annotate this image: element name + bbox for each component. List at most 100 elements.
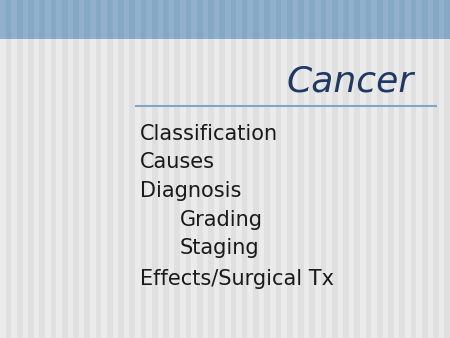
Bar [388, 0, 394, 39]
Bar [242, 0, 248, 338]
Bar [416, 0, 422, 39]
Bar [349, 0, 355, 39]
Bar [236, 0, 242, 338]
Bar [101, 0, 107, 338]
Bar [275, 0, 281, 39]
Bar [73, 0, 79, 39]
Bar [197, 0, 202, 338]
Text: Cancer: Cancer [287, 64, 414, 98]
Bar [62, 0, 68, 338]
Bar [365, 0, 371, 338]
Bar [180, 0, 185, 39]
Bar [175, 0, 180, 39]
Bar [140, 0, 146, 338]
Bar [56, 0, 62, 338]
Bar [292, 0, 298, 39]
Bar [202, 0, 208, 39]
Bar [433, 0, 439, 39]
Bar [101, 0, 107, 39]
Bar [124, 0, 130, 338]
Bar [124, 0, 130, 39]
Bar [405, 0, 410, 338]
Bar [394, 0, 400, 338]
Bar [292, 0, 298, 338]
Bar [360, 0, 365, 39]
Bar [365, 0, 371, 39]
Text: Staging: Staging [180, 238, 260, 259]
Bar [225, 0, 230, 39]
Bar [265, 0, 270, 338]
Bar [118, 0, 124, 338]
Bar [5, 0, 11, 39]
Bar [326, 0, 332, 39]
Bar [22, 0, 28, 338]
Bar [236, 0, 242, 39]
Bar [68, 0, 73, 39]
Bar [428, 0, 433, 39]
Bar [50, 0, 56, 338]
Bar [146, 0, 152, 39]
Bar [253, 0, 259, 39]
Bar [433, 0, 439, 338]
Bar [34, 0, 40, 338]
Bar [96, 0, 101, 338]
Bar [422, 0, 427, 39]
Bar [90, 0, 95, 39]
Bar [310, 0, 315, 338]
Bar [197, 0, 202, 39]
Bar [0, 0, 5, 338]
Bar [355, 0, 360, 338]
Bar [281, 0, 287, 39]
Bar [259, 0, 265, 338]
Bar [231, 0, 236, 39]
Bar [270, 0, 276, 338]
Bar [34, 0, 40, 39]
Bar [118, 0, 124, 39]
Bar [112, 0, 118, 39]
Bar [371, 0, 377, 338]
Bar [445, 0, 450, 338]
Bar [394, 0, 400, 39]
Bar [411, 0, 416, 338]
Bar [231, 0, 236, 338]
Text: Diagnosis: Diagnosis [140, 181, 241, 201]
Bar [135, 0, 141, 39]
Bar [152, 0, 158, 338]
Bar [275, 0, 281, 338]
Bar [298, 0, 304, 39]
Bar [79, 0, 85, 338]
Bar [68, 0, 73, 338]
Bar [214, 0, 220, 338]
Bar [304, 0, 310, 338]
Bar [163, 0, 169, 39]
Bar [253, 0, 259, 338]
Bar [107, 0, 112, 338]
Bar [382, 0, 388, 39]
Bar [400, 0, 405, 39]
Bar [17, 0, 22, 338]
Bar [28, 0, 34, 39]
Bar [146, 0, 152, 338]
Bar [169, 0, 175, 338]
Bar [85, 0, 90, 338]
Bar [11, 0, 17, 39]
Bar [315, 0, 321, 39]
Bar [304, 0, 310, 39]
Bar [107, 0, 112, 39]
Bar [130, 0, 135, 338]
Bar [338, 0, 343, 338]
Bar [208, 0, 214, 39]
Bar [439, 0, 445, 39]
Bar [56, 0, 62, 39]
Text: Effects/Surgical Tx: Effects/Surgical Tx [140, 269, 333, 289]
Bar [112, 0, 118, 338]
Bar [73, 0, 79, 338]
Bar [135, 0, 141, 338]
Bar [158, 0, 163, 39]
Bar [355, 0, 360, 39]
Bar [445, 0, 450, 39]
Bar [411, 0, 416, 39]
Bar [214, 0, 220, 39]
Bar [96, 0, 101, 39]
Text: Grading: Grading [180, 210, 263, 230]
